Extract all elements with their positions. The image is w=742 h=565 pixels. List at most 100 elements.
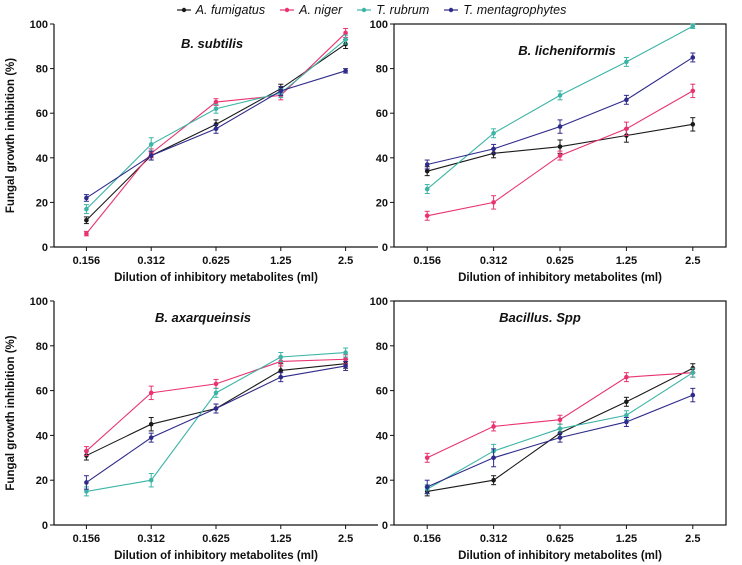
x-tick-label: 1.25: [270, 533, 291, 545]
x-tick-label: 0.625: [546, 533, 574, 545]
plot-frame: [393, 300, 727, 526]
data-point: [690, 55, 696, 60]
y-tick-label: 80: [36, 64, 48, 76]
x-tick-label: 0.625: [202, 255, 230, 267]
series-t--rubrum: [83, 347, 349, 497]
y-axis-title: Fungal growth inhibition (%): [5, 58, 17, 213]
data-point: [690, 122, 696, 127]
legend-label: T. rubrum: [376, 3, 430, 17]
data-point: [424, 168, 430, 174]
chart-panel-2: 0 20 40 60 80 100 0.156 0.312 0.625 1.25 2.5 Diluti…: [370, 19, 727, 284]
x-tick-label: 0.156: [73, 533, 101, 545]
x-tick-label: 0.312: [137, 533, 165, 545]
data-point: [491, 455, 496, 461]
x-tick-label: 1.25: [270, 255, 291, 267]
y-tick-label: 100: [30, 19, 48, 31]
x-tick-label: 0.156: [413, 255, 441, 267]
y-tick-label: 60: [376, 386, 388, 398]
x-tick-label: 0.312: [480, 255, 508, 267]
data-point: [148, 153, 154, 158]
data-point: [213, 99, 219, 105]
x-tick-label: 2.5: [685, 255, 700, 267]
y-tick-label: 80: [376, 341, 388, 353]
series-a--niger: [424, 83, 696, 221]
y-tick-label: 80: [376, 64, 388, 76]
data-point: [491, 477, 496, 483]
data-point: [424, 186, 430, 192]
data-point: [624, 59, 629, 65]
panel-title: B. licheniformis: [518, 43, 616, 58]
data-point: [84, 448, 89, 454]
series-t--rubrum: [424, 23, 696, 194]
data-point: [148, 421, 154, 427]
data-point: [278, 354, 284, 360]
y-tick-label: 40: [376, 153, 388, 165]
series-t--mentagrophytes: [83, 360, 349, 490]
data-point: [278, 368, 284, 373]
data-point: [624, 374, 629, 380]
data-point: [557, 144, 563, 149]
data-point: [557, 426, 563, 431]
data-point: [213, 106, 219, 112]
data-point: [624, 412, 629, 418]
legend-marker-icon: [444, 7, 459, 13]
x-tick-label: 2.5: [338, 533, 353, 545]
data-point: [690, 392, 696, 398]
data-point: [148, 390, 154, 396]
y-tick-label: 0: [382, 520, 388, 532]
data-point: [491, 146, 496, 152]
y-tick-label: 60: [36, 108, 48, 120]
chart-panel-3: 0 20 40 60 80 100 0.156 0.312 0.625 1.25 2.5 Diluti…: [5, 296, 378, 562]
data-point: [343, 356, 348, 362]
y-tick-label: 100: [370, 19, 388, 31]
panel-title: B. subtilis: [181, 36, 243, 51]
data-point: [424, 455, 430, 461]
series-t--mentagrophytes: [83, 68, 349, 202]
series-a--niger: [424, 367, 696, 463]
y-tick-label: 0: [42, 242, 48, 254]
legend-marker-icon: [176, 7, 191, 13]
y-tick-label: 80: [36, 341, 48, 353]
legend-marker-icon: [357, 7, 372, 13]
y-tick-label: 100: [30, 296, 48, 308]
data-point: [491, 200, 496, 205]
panel-title: Bacillus. Spp: [499, 310, 581, 325]
chart-panel-4: 0 20 40 60 80 100 0.156 0.312 0.625 1.25 2.5 Diluti…: [370, 296, 727, 562]
data-point: [557, 435, 563, 440]
data-point: [84, 217, 89, 223]
y-tick-label: 20: [36, 475, 48, 487]
data-point: [690, 88, 696, 94]
data-point: [213, 126, 219, 132]
data-point: [148, 477, 154, 483]
data-point: [624, 399, 629, 405]
data-point: [278, 374, 284, 380]
data-point: [213, 390, 219, 396]
y-tick-label: 60: [376, 108, 388, 120]
data-point: [491, 424, 496, 429]
data-point: [84, 195, 89, 201]
x-axis-title: Dilution of inhibitory metabolites (ml): [458, 272, 662, 284]
x-tick-label: 0.156: [73, 255, 101, 267]
data-point: [491, 130, 496, 136]
data-point: [424, 484, 430, 490]
series-t--mentagrophytes: [424, 387, 696, 495]
y-tick-label: 20: [36, 197, 48, 209]
data-point: [690, 23, 696, 29]
series-line: [86, 351, 346, 492]
legend: A. fumigatus A. niger T. rubrum T. mentagro…: [0, 0, 742, 20]
panel-title: B. axarqueinsis: [155, 310, 251, 325]
data-point: [343, 68, 348, 74]
data-point: [84, 231, 89, 236]
legend-label: T. mentagrophytes: [463, 3, 567, 17]
data-point: [624, 126, 629, 132]
legend-item: A. niger: [279, 3, 342, 17]
x-tick-label: 0.156: [413, 533, 441, 545]
data-point: [343, 350, 348, 355]
x-tick-label: 2.5: [685, 533, 700, 545]
y-tick-label: 40: [376, 430, 388, 442]
x-tick-label: 1.25: [616, 533, 637, 545]
x-tick-label: 0.625: [546, 255, 574, 267]
data-point: [343, 30, 348, 36]
data-point: [624, 419, 629, 425]
series-t--mentagrophytes: [424, 52, 696, 170]
